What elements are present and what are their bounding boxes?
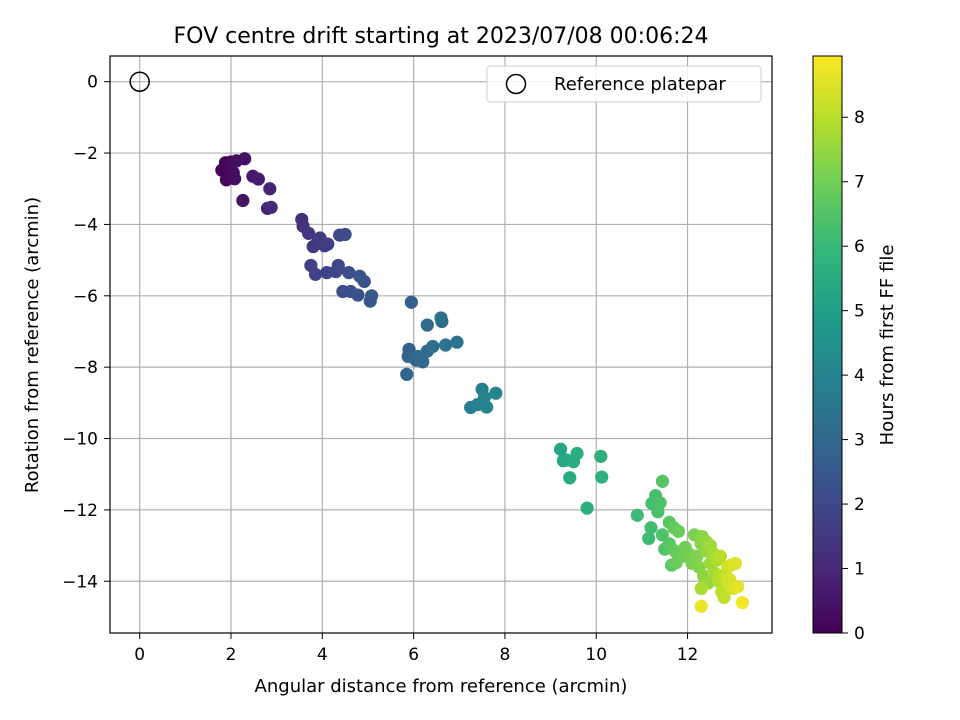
legend-box [486,65,762,103]
legend-entry-reference: Reference platepar [554,74,726,95]
x-axis-label: Angular distance from reference (arcmin) [255,676,628,697]
data-point [351,288,365,302]
plot-frame [109,55,773,634]
chart-title: FOV centre drift starting at 2023/07/08 … [174,24,709,49]
data-point [342,265,356,280]
data-point [420,318,434,332]
data-point [251,172,265,186]
colorbar-tick-label: 6 [854,237,865,257]
colorbar-tick-label: 0 [854,624,865,644]
x-axis-ticks: 0 2 4 6 8 10 12 [134,633,698,665]
x-tick-label: 2 [226,645,237,665]
data-point [426,339,440,354]
data-point [438,338,453,352]
data-point [357,274,371,289]
x-tick-label: 4 [317,645,328,665]
colorbar-ticks: 0 1 2 3 4 5 6 7 8 [842,108,865,644]
data-point [554,442,568,456]
colorbar-tick-label: 5 [854,302,865,322]
x-tick-label: 0 [134,645,145,665]
y-tick-label: −10 [62,430,98,450]
x-tick-label: 10 [585,645,607,665]
data-point [731,580,745,594]
y-axis-ticks: 0 −2 −4 −6 −8 −10 −12 −14 [62,73,110,592]
data-point [694,599,708,613]
data-point [563,471,577,485]
data-point [580,501,594,515]
data-point [713,549,728,563]
data-point [630,508,644,522]
data-point [308,267,323,281]
data-point [480,400,494,414]
data-point [735,596,749,610]
data-point [655,474,670,488]
data-point [435,314,449,329]
x-tick-label: 12 [677,645,699,665]
data-point [331,258,345,273]
legend-marker [505,73,527,95]
data-point [655,528,670,542]
data-point [228,172,242,186]
colorbar-label: Hours from first FF file [877,245,898,446]
data-point [694,581,708,595]
colorbar-tick-label: 3 [854,431,865,451]
y-tick-label: 0 [87,73,98,93]
data-point [263,182,277,196]
y-axis-label: Rotation from reference (arcmin) [22,197,43,493]
colorbar-tick-label: 8 [854,108,865,128]
data-point [321,237,335,251]
x-tick-label: 8 [500,645,511,665]
data-point [450,335,464,349]
data-point [400,367,414,381]
reference-marker-group [129,71,150,92]
data-points [215,152,749,613]
colorbar-tick-label: 2 [854,495,865,515]
y-tick-label: −4 [73,215,98,235]
data-point [653,496,667,510]
data-point [264,200,278,214]
data-point [489,386,503,400]
data-point [644,521,658,535]
y-tick-label: −14 [62,572,98,592]
data-point [717,590,731,604]
y-tick-label: −8 [73,358,98,378]
colorbar [812,55,843,634]
x-tick-label: 6 [408,645,419,665]
data-point [338,227,352,242]
data-point [404,295,418,309]
data-point [365,289,379,303]
data-point [642,531,656,546]
legend: Reference platepar [486,65,762,103]
data-point [728,556,743,571]
colorbar-tick-label: 4 [854,366,865,386]
data-point [238,152,252,166]
data-point [570,446,584,461]
y-tick-label: −6 [73,287,98,307]
data-point [594,449,608,463]
data-point [671,524,686,538]
reference-platepar-marker [129,71,150,92]
colorbar-tick-label: 7 [854,173,865,193]
data-point [236,193,250,208]
data-point [302,226,316,240]
y-tick-label: −2 [73,144,98,164]
data-point [595,470,609,484]
colorbar-tick-label: 1 [854,560,865,580]
y-tick-label: −12 [62,501,98,521]
